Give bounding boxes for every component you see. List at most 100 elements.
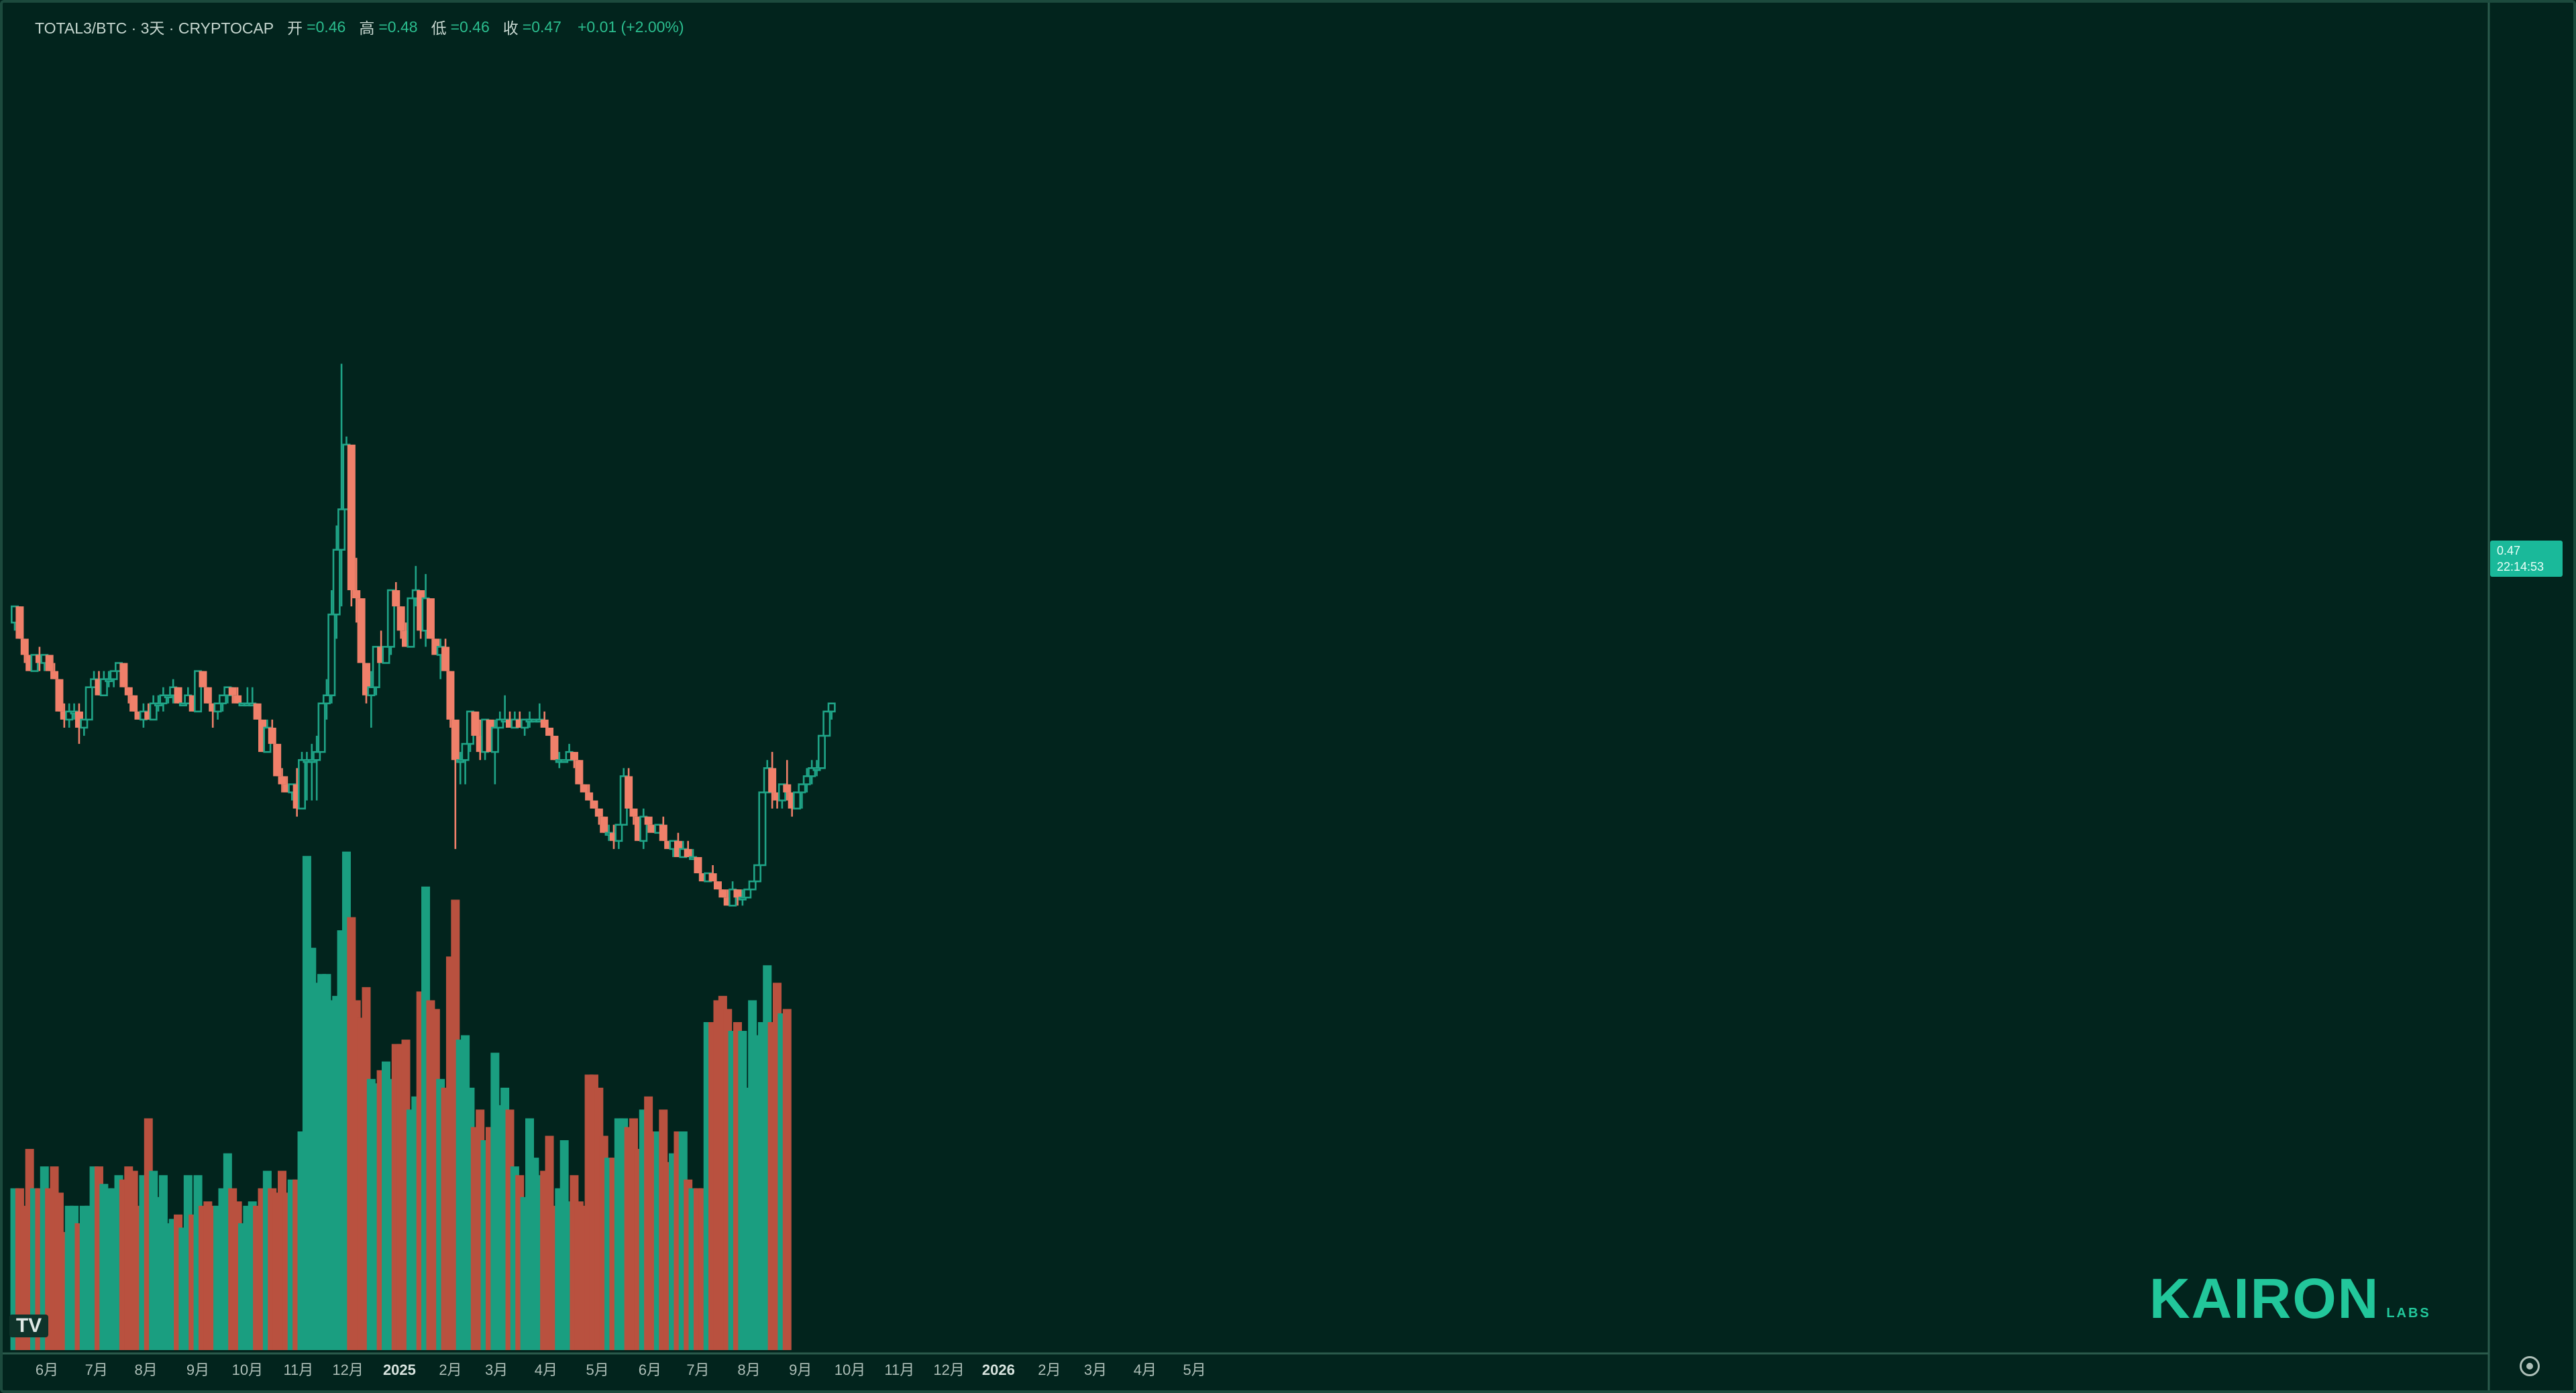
candle[interactable] — [253, 703, 262, 720]
candle[interactable] — [629, 808, 638, 825]
candle[interactable] — [802, 768, 811, 793]
candle[interactable] — [154, 695, 163, 712]
candle[interactable] — [65, 703, 74, 728]
candle[interactable] — [178, 702, 187, 707]
candle[interactable] — [550, 736, 559, 761]
symbol-label[interactable]: TOTAL3/BTC · 3天 · CRYPTOCAP — [35, 19, 274, 37]
candle[interactable] — [99, 671, 108, 697]
candle[interactable] — [50, 663, 59, 679]
candle[interactable] — [213, 702, 222, 720]
candle[interactable] — [639, 808, 648, 849]
candle[interactable] — [164, 694, 172, 704]
candle[interactable] — [218, 694, 227, 712]
candle[interactable] — [273, 744, 282, 777]
candle[interactable] — [743, 888, 752, 899]
candle[interactable] — [392, 581, 400, 607]
candle[interactable] — [496, 711, 504, 729]
candle[interactable] — [80, 718, 89, 736]
candle[interactable] — [446, 671, 455, 728]
candle[interactable] — [372, 646, 380, 695]
candle[interactable] — [129, 695, 138, 712]
candle[interactable] — [580, 784, 588, 793]
candle[interactable] — [20, 638, 29, 663]
candle[interactable] — [174, 687, 182, 704]
candle[interactable] — [585, 784, 594, 801]
candle[interactable] — [441, 638, 450, 671]
candle[interactable] — [659, 816, 667, 841]
candle[interactable] — [614, 824, 623, 849]
candle[interactable] — [322, 679, 331, 720]
candle[interactable] — [570, 752, 578, 769]
candle[interactable] — [149, 695, 158, 721]
candle[interactable] — [268, 719, 276, 744]
candle[interactable] — [694, 856, 702, 874]
candle[interactable] — [317, 702, 326, 753]
candle[interactable] — [738, 889, 747, 906]
candle[interactable] — [708, 865, 717, 882]
candle[interactable] — [545, 728, 554, 736]
candle[interactable] — [471, 711, 480, 736]
candle[interactable] — [684, 840, 692, 857]
candle[interactable] — [307, 744, 316, 801]
candle[interactable] — [600, 816, 608, 833]
candle[interactable] — [575, 760, 584, 785]
candle[interactable] — [367, 671, 376, 728]
candle[interactable] — [228, 687, 237, 704]
candle[interactable] — [386, 589, 395, 655]
candle[interactable] — [124, 687, 133, 704]
candle[interactable] — [313, 736, 321, 801]
candle[interactable] — [461, 742, 470, 785]
candle[interactable] — [352, 557, 361, 623]
candle[interactable] — [382, 646, 390, 664]
candle[interactable] — [396, 606, 405, 639]
candle[interactable] — [203, 687, 212, 704]
candle[interactable] — [718, 889, 727, 898]
candle[interactable] — [783, 760, 792, 801]
candle[interactable] — [233, 687, 242, 704]
candle[interactable] — [753, 864, 762, 883]
candle[interactable] — [490, 719, 499, 785]
candle[interactable] — [199, 671, 207, 687]
candle[interactable] — [357, 598, 366, 663]
candle[interactable] — [521, 718, 529, 736]
candle[interactable] — [793, 791, 802, 810]
candle[interactable] — [808, 760, 816, 785]
candlestick-series[interactable] — [10, 364, 836, 907]
candle[interactable] — [713, 881, 722, 890]
candle[interactable] — [109, 670, 118, 687]
candle[interactable] — [768, 752, 777, 809]
candle[interactable] — [451, 719, 460, 849]
candle[interactable] — [817, 734, 826, 769]
candle[interactable] — [105, 671, 113, 687]
candle[interactable] — [500, 695, 509, 723]
candle[interactable] — [347, 444, 356, 607]
candle[interactable] — [758, 791, 767, 867]
candle[interactable] — [594, 808, 603, 825]
candle[interactable] — [590, 800, 598, 809]
candle[interactable] — [535, 703, 544, 723]
candle[interactable] — [625, 768, 633, 809]
candle[interactable] — [159, 687, 168, 712]
time-axis[interactable]: 6月 7月 8月 9月 10月 11月 12月 2025 2月 3月 4月 5月 6月 7月 8月 9月 10月… — [36, 1361, 1206, 1378]
candle[interactable] — [327, 590, 336, 704]
candle[interactable] — [45, 655, 54, 671]
candle[interactable] — [426, 598, 435, 639]
candle[interactable] — [362, 663, 370, 704]
candle[interactable] — [278, 768, 286, 793]
gear-icon[interactable] — [2520, 1356, 2540, 1376]
candle[interactable] — [55, 679, 64, 712]
candle[interactable] — [248, 687, 257, 707]
candle[interactable] — [748, 880, 757, 891]
candle[interactable] — [337, 364, 346, 607]
candle[interactable] — [822, 710, 831, 737]
candle[interactable] — [407, 597, 415, 648]
candle[interactable] — [15, 606, 24, 639]
candle[interactable] — [827, 702, 836, 720]
candle[interactable] — [119, 663, 128, 687]
candle[interactable] — [560, 759, 569, 763]
candle[interactable] — [194, 670, 203, 713]
candle[interactable] — [812, 760, 821, 777]
candle[interactable] — [644, 816, 653, 833]
candle[interactable] — [733, 889, 742, 906]
